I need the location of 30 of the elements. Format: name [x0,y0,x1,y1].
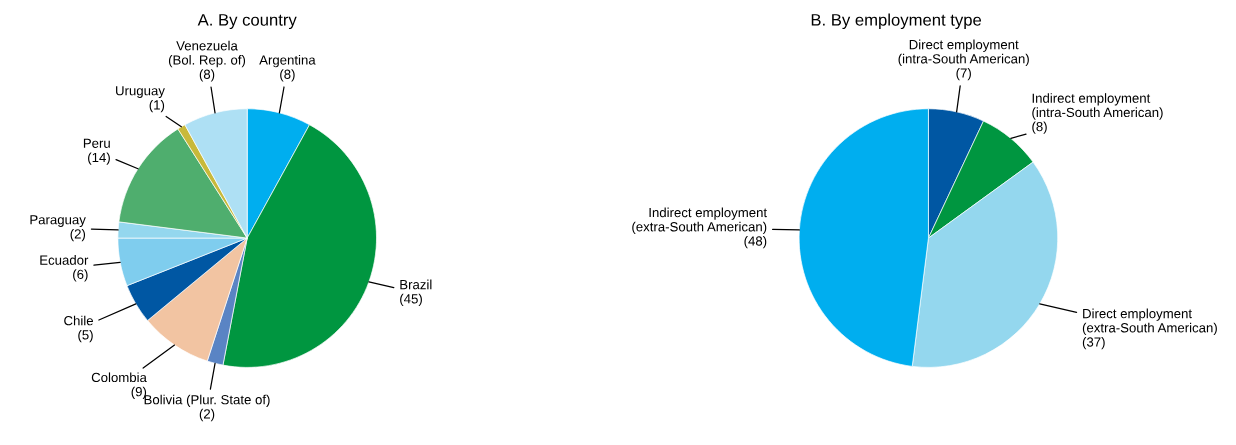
chart-title: A. By country [197,14,297,30]
data-label: (1) [149,99,165,113]
slice-label: Bolivia (Plur. State of) [144,394,270,407]
data-label: (6) [73,269,88,282]
data-label: (2) [70,228,86,242]
slice-label: Ecuador [40,255,89,265]
slice-label: Chile [64,315,93,326]
slice-label: Direct employment (intra-South American) [898,39,1029,67]
slice-label: Uruguay [116,86,165,98]
data-label: (8) [199,69,215,82]
slice-label: Paraguay [30,215,86,227]
data-label: (48) [744,235,767,249]
slice-label: Colombia [91,372,147,383]
slice-label: Indirect employment (intra-South American) [1032,93,1163,120]
data-label: (5) [78,329,93,343]
data-label: (8) [1032,121,1047,134]
slice-label: Argentina [259,54,316,68]
slice-label: Venezuela (Bol. Rep. of) [168,40,246,68]
chart-title: B. By employment type [811,13,982,30]
slice-label: Peru [83,138,110,148]
data-label: (2) [199,408,215,422]
data-label: (45) [400,293,422,307]
data-label: (37) [1082,336,1105,350]
data-label: (14) [88,152,110,165]
slice-label: Indirect employment (extra-South American) [632,207,767,235]
slice-label: Direct employment (extra-South American) [1082,308,1217,336]
data-label: (9) [131,386,147,399]
data-label: (7) [956,68,971,81]
slice-label: Brazil [400,279,432,290]
data-label: (8) [280,69,295,82]
